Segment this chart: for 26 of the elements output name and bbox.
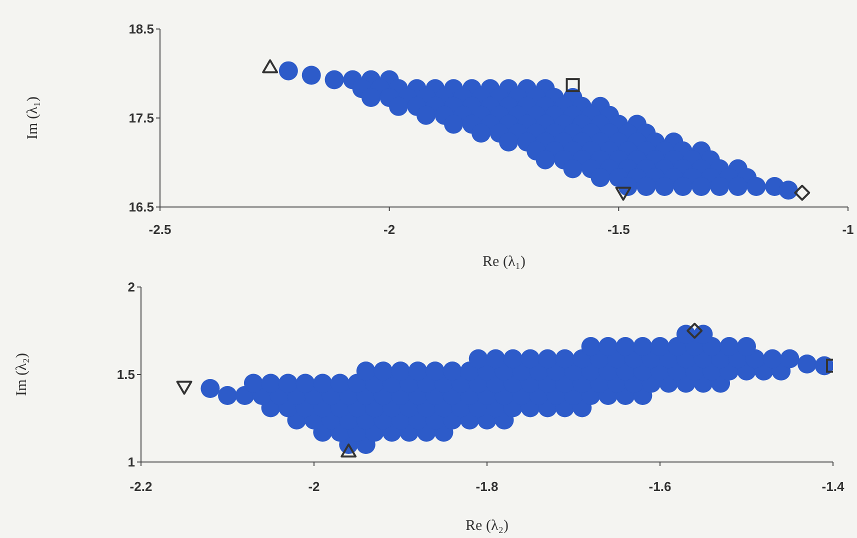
y-tick-label: 1.5 <box>116 367 135 382</box>
y-tick-label: 17.5 <box>128 110 154 126</box>
x-tick-label: -2.5 <box>148 222 172 238</box>
x-tick-label: -2 <box>384 222 396 238</box>
point <box>615 186 632 201</box>
y-tick-label: 1 <box>128 454 135 470</box>
x-tick-label: -2 <box>308 479 320 494</box>
x-axis-title: Re (λ₁) <box>482 254 526 270</box>
point <box>686 322 703 339</box>
x-tick-label: -1.6 <box>648 479 672 494</box>
point <box>340 444 357 458</box>
y-tick-label: 16.5 <box>128 200 154 215</box>
x-tick-label: -1.5 <box>607 222 630 238</box>
x-tick-label: -1.4 <box>822 479 845 494</box>
x-tick-label: -2.2 <box>130 479 152 494</box>
y-tick-label: 2 <box>128 280 135 295</box>
point <box>176 380 192 395</box>
point <box>262 59 278 74</box>
point <box>794 184 810 201</box>
x-tick-label: -1.8 <box>476 479 498 494</box>
y-tick-label: 18.5 <box>128 22 154 37</box>
y-axis-title: Im (λ₁) <box>25 96 41 140</box>
x-tick-label: -1 <box>842 222 854 238</box>
x-axis-title: Re (λ₂) <box>466 518 508 534</box>
point <box>566 78 580 92</box>
y-axis-title: Im (λ₂) <box>14 353 30 396</box>
